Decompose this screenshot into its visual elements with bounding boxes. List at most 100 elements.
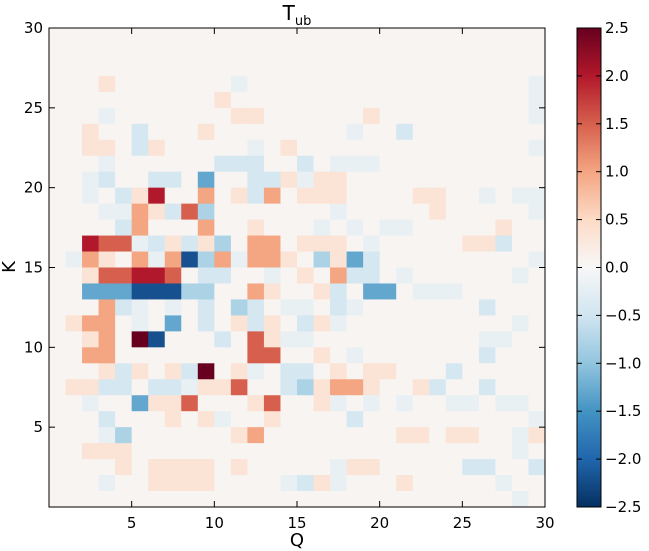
heatmap-cell (197, 75, 215, 93)
heatmap-cell (412, 315, 430, 332)
heatmap-cell (528, 187, 546, 205)
heatmap-cell (346, 443, 364, 460)
heatmap-cell (297, 28, 315, 45)
heatmap-cell (65, 91, 83, 109)
heatmap-cell (230, 59, 248, 77)
heatmap-cell (528, 171, 546, 189)
heatmap-cell (478, 475, 496, 492)
heatmap-cell (263, 299, 282, 316)
heatmap-cell (164, 427, 182, 444)
heatmap-cell (115, 363, 133, 380)
heatmap-cell (148, 155, 166, 173)
heatmap-cell (495, 203, 513, 221)
heatmap-cell (49, 379, 67, 396)
heatmap-cell (131, 283, 149, 301)
heatmap-cell (214, 283, 232, 301)
heatmap-cell (495, 123, 513, 141)
heatmap-cell (297, 363, 315, 380)
heatmap-cell (65, 171, 83, 189)
heatmap-cell (82, 123, 100, 141)
heatmap-cell (313, 28, 331, 45)
heatmap-cell (495, 395, 513, 412)
heatmap-cell (297, 123, 315, 141)
heatmap-cell (412, 411, 430, 428)
heatmap-cell (263, 315, 282, 332)
heatmap-cell (131, 443, 149, 460)
heatmap-cell (181, 283, 199, 301)
heatmap-cell (346, 379, 364, 396)
heatmap-cell (396, 379, 414, 396)
heatmap-cell (330, 203, 348, 221)
heatmap-cell (313, 347, 331, 364)
heatmap-cell (49, 267, 67, 285)
heatmap-cell (148, 379, 166, 396)
heatmap-cell (346, 459, 364, 476)
heatmap-cell (164, 235, 182, 253)
heatmap-cell (280, 139, 298, 157)
heatmap-cell (263, 443, 282, 460)
heatmap-cell (247, 411, 265, 428)
heatmap-cell (230, 28, 248, 45)
heatmap-cell (181, 251, 199, 269)
heatmap-cell (429, 299, 447, 316)
heatmap-cell (462, 315, 480, 332)
heatmap-cell (98, 427, 116, 444)
heatmap-cell (346, 491, 364, 508)
heatmap-cell (98, 139, 116, 157)
heatmap-cell (263, 91, 282, 109)
heatmap-cell (396, 331, 414, 348)
heatmap-cell (115, 91, 133, 109)
heatmap-cell (396, 347, 414, 364)
heatmap-cell (280, 299, 298, 316)
heatmap-cell (478, 139, 496, 157)
heatmap-cell (181, 459, 199, 476)
heatmap-cell (214, 123, 232, 141)
heatmap-cell (379, 443, 397, 460)
heatmap-cell (478, 123, 496, 141)
heatmap-cell (330, 379, 348, 396)
heatmap-cell (247, 267, 265, 285)
heatmap-cell (363, 219, 381, 237)
heatmap-cell (131, 459, 149, 476)
heatmap-cell (330, 299, 348, 316)
heatmap-cell (346, 331, 364, 348)
heatmap-cell (412, 267, 430, 285)
heatmap-cell (528, 251, 546, 269)
heatmap-cell (462, 459, 480, 476)
heatmap-cell (82, 251, 100, 269)
heatmap-cell (230, 347, 248, 364)
heatmap-cell (214, 59, 232, 77)
heatmap-cell (346, 75, 364, 93)
heatmap-cell (511, 411, 530, 428)
heatmap-cell (164, 59, 182, 77)
heatmap-cell (280, 251, 298, 269)
heatmap-cell (82, 59, 100, 77)
heatmap-cell (164, 28, 182, 45)
y-tick-label: 10 (24, 338, 43, 356)
heatmap-cell (478, 91, 496, 109)
heatmap-cell (511, 107, 530, 125)
heatmap-cell (82, 28, 100, 45)
heatmap-cell (445, 59, 463, 77)
heatmap-cell (115, 235, 133, 253)
heatmap-cell (280, 283, 298, 301)
heatmap-cell (462, 475, 480, 492)
heatmap-cell (263, 203, 282, 221)
heatmap-cell (313, 123, 331, 141)
heatmap-cell (511, 139, 530, 157)
heatmap-cell (445, 315, 463, 332)
heatmap-cell (214, 411, 232, 428)
heatmap-cell (65, 123, 83, 141)
heatmap-cell (263, 123, 282, 141)
heatmap-cell (49, 331, 67, 348)
heatmap-cell (511, 347, 530, 364)
heatmap-cell (297, 59, 315, 77)
heatmap-cell (164, 283, 182, 301)
heatmap-cell (412, 251, 430, 269)
heatmap-cell (363, 43, 381, 61)
heatmap-cell (164, 475, 182, 492)
heatmap-cell (445, 459, 463, 476)
heatmap-cell (495, 283, 513, 301)
heatmap-cell (297, 459, 315, 476)
heatmap-cell (346, 139, 364, 157)
